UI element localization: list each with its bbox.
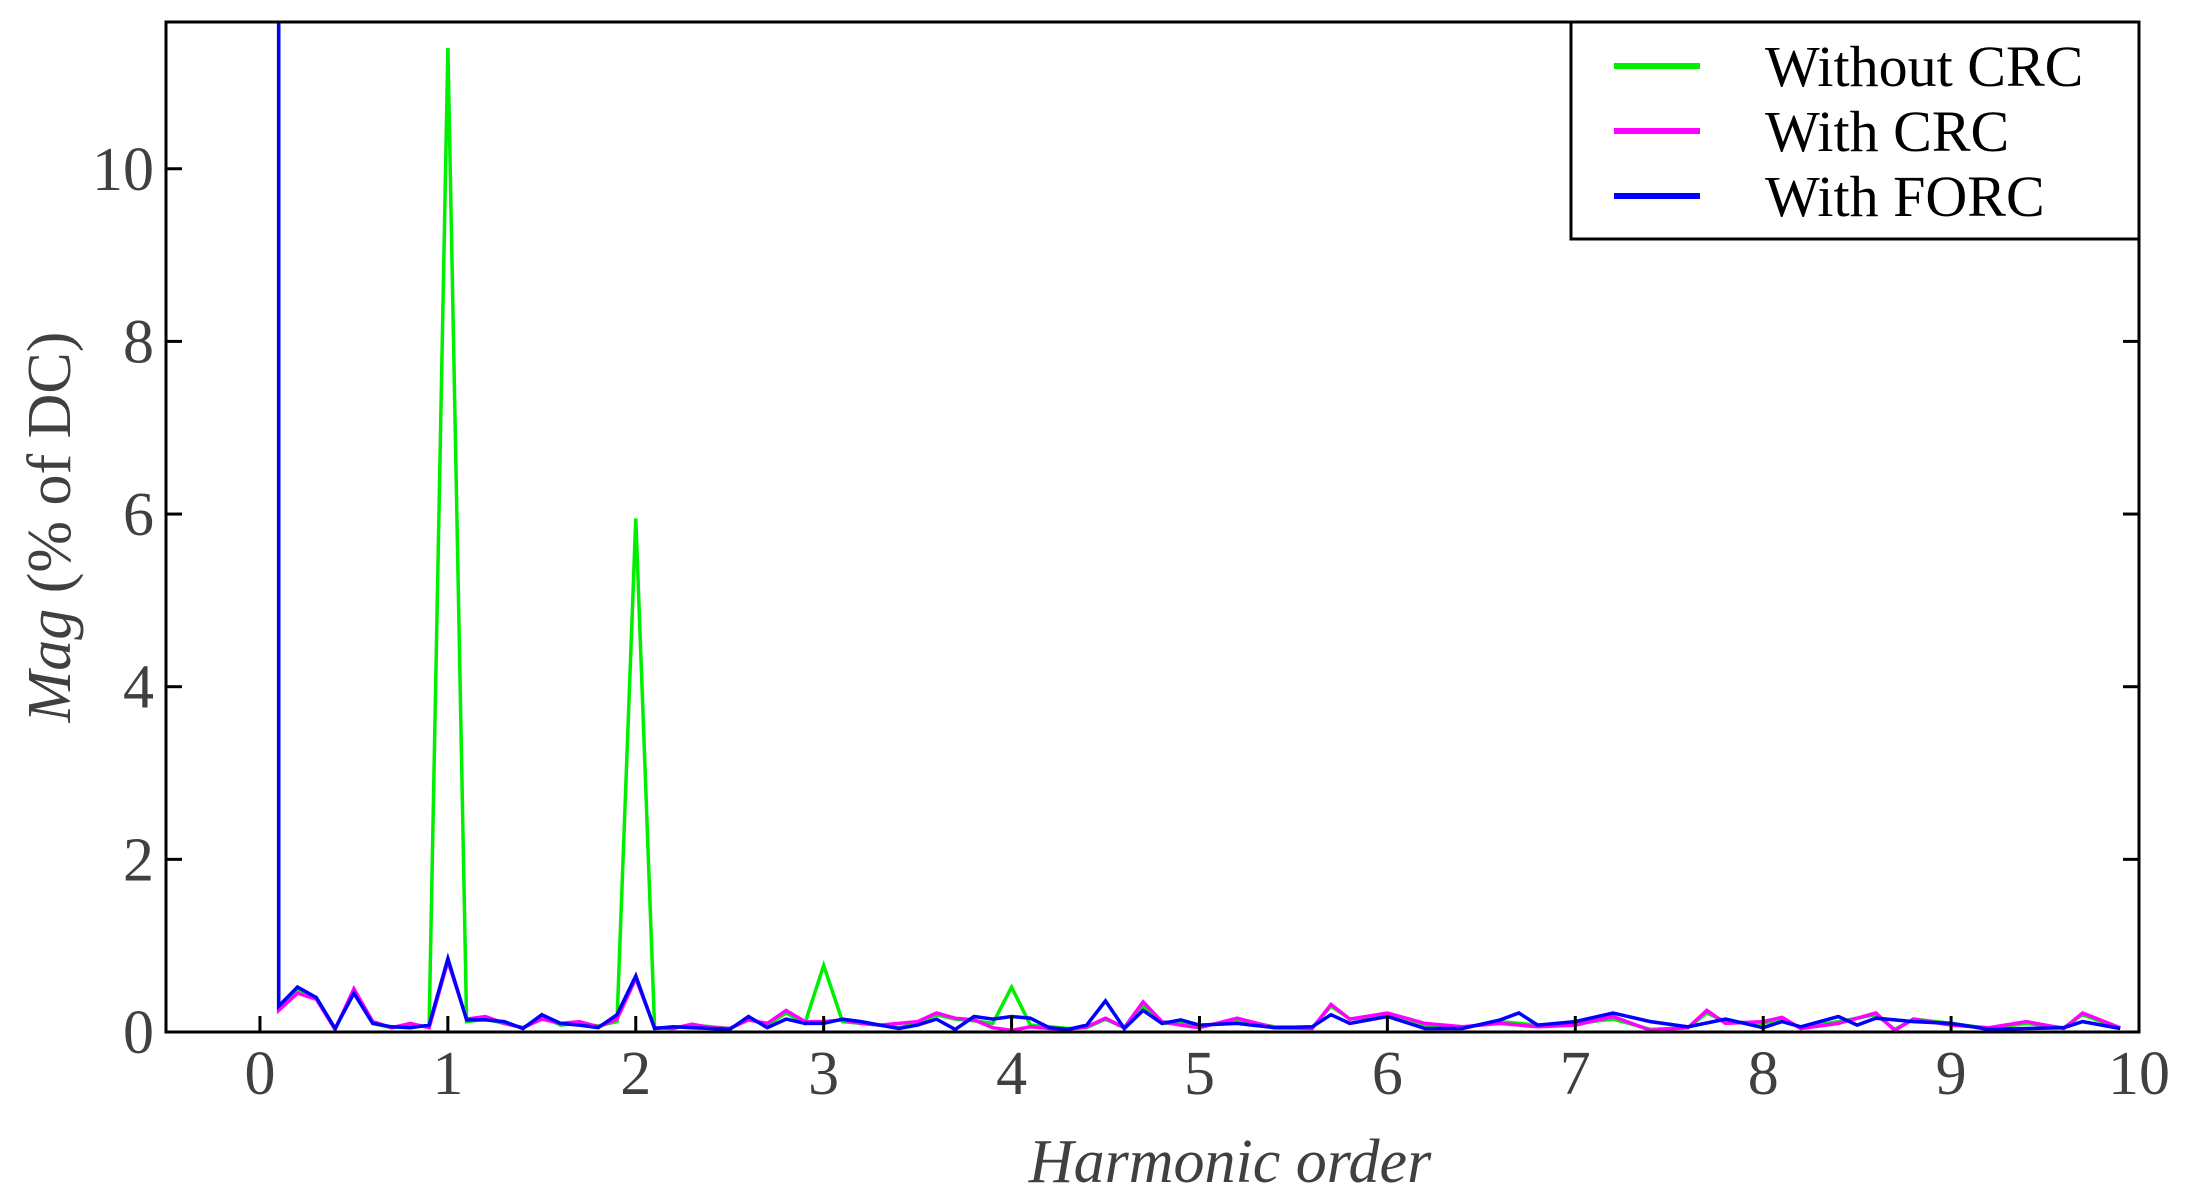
y-tick-label-0: 0 <box>123 999 154 1067</box>
x-tick-label-9: 9 <box>1936 1040 1967 1108</box>
y-tick-label-5: 10 <box>92 136 154 204</box>
legend-label-1: With CRC <box>1765 99 2009 164</box>
x-tick-label-5: 5 <box>1184 1040 1215 1108</box>
y-tick-label-4: 8 <box>123 308 154 376</box>
x-tick-label-4: 4 <box>996 1040 1027 1108</box>
y-axis-title-rest: (% of DC) <box>16 332 84 609</box>
y-tick-label-1: 2 <box>123 826 154 894</box>
x-axis-title: Harmonic order <box>1028 1128 1432 1192</box>
y-tick-label-3: 6 <box>123 481 154 549</box>
plot-frame <box>164 20 2141 1034</box>
legend-label-2: With FORC <box>1765 164 2045 229</box>
x-tick-label-0: 0 <box>244 1040 275 1108</box>
x-tick-label-1: 1 <box>432 1040 463 1108</box>
x-tick-label-6: 6 <box>1372 1040 1403 1108</box>
legend-label-0: Without CRC <box>1765 34 2083 99</box>
x-tick-label-10: 10 <box>2108 1040 2170 1108</box>
x-tick-label-2: 2 <box>620 1040 651 1108</box>
x-tick-label-8: 8 <box>1748 1040 1779 1108</box>
series-layer <box>276 22 2121 1034</box>
axis-ticks: 0 1 2 3 4 5 6 7 8 9 10 0 2 4 6 8 10 <box>92 136 2170 1108</box>
legend-box <box>1569 20 2141 241</box>
x-tick-label-7: 7 <box>1560 1040 1591 1108</box>
y-tick-label-2: 4 <box>123 654 154 722</box>
y-axis-title-italic: Mag <box>16 609 84 724</box>
series-line-2 <box>276 22 2121 1033</box>
y-axis-title: Mag (% of DC) <box>16 332 84 724</box>
x-tick-label-3: 3 <box>808 1040 839 1108</box>
